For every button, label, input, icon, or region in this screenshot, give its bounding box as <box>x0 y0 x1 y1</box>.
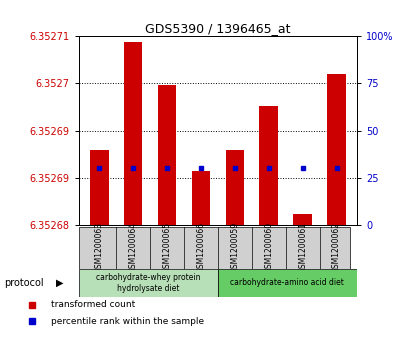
Title: GDS5390 / 1396465_at: GDS5390 / 1396465_at <box>145 22 290 35</box>
Bar <box>293 214 312 225</box>
Bar <box>218 269 357 297</box>
Bar <box>327 74 346 225</box>
Bar <box>259 106 278 225</box>
Text: carbohydrate-whey protein
hydrolysate diet: carbohydrate-whey protein hydrolysate di… <box>96 273 200 293</box>
Text: transformed count: transformed count <box>51 300 135 309</box>
Text: GSM1200065: GSM1200065 <box>163 222 171 273</box>
Bar <box>124 42 142 225</box>
Text: GSM1200064: GSM1200064 <box>129 222 138 273</box>
Text: percentile rank within the sample: percentile rank within the sample <box>51 317 204 326</box>
Text: GSM1200062: GSM1200062 <box>332 222 341 273</box>
Text: GSM1200066: GSM1200066 <box>196 222 205 273</box>
Text: carbohydrate-amino acid diet: carbohydrate-amino acid diet <box>230 278 344 287</box>
Text: GSM1200059: GSM1200059 <box>230 222 239 273</box>
Text: GSM1200060: GSM1200060 <box>264 222 273 273</box>
Bar <box>158 85 176 225</box>
Bar <box>225 150 244 225</box>
Bar <box>192 171 210 225</box>
Bar <box>90 150 108 225</box>
Text: GSM1200061: GSM1200061 <box>298 222 307 273</box>
Bar <box>79 269 218 297</box>
Text: GSM1200063: GSM1200063 <box>95 222 104 273</box>
Text: protocol: protocol <box>4 278 44 288</box>
Text: ▶: ▶ <box>56 278 63 288</box>
